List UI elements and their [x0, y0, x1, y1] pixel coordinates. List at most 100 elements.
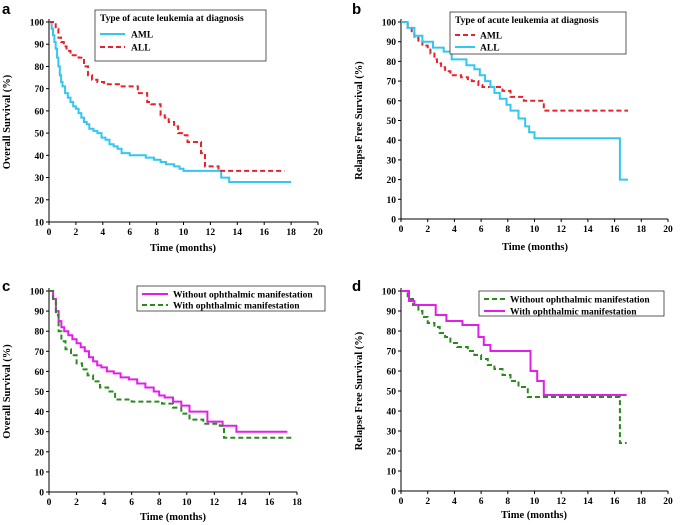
panel-letter: b	[352, 1, 361, 18]
x-tick-label: 16	[610, 497, 620, 507]
x-tick-label: 0	[47, 498, 52, 508]
y-tick-label: 60	[387, 368, 397, 378]
x-tick-label: 2	[74, 498, 79, 508]
x-axis-label: Time (months)	[140, 512, 207, 523]
legend-box	[94, 9, 267, 62]
x-tick-label: 6	[129, 498, 134, 508]
x-tick-label: 4	[452, 225, 457, 235]
x-tick-label: 4	[102, 498, 107, 508]
legend: Type of acute leukemia at diagnosis AML AL…	[94, 9, 267, 62]
y-tick-label: 80	[35, 328, 45, 338]
series-line-with-ophthalmic-manifestation	[401, 290, 627, 396]
y-tick-label: 10	[35, 468, 45, 478]
panel-d: d 0 2 4 6 8 10 12 14 16 18 20 0 10 20 30 40 50 60 70 80 90 100…	[352, 278, 673, 521]
x-tick-label: 18	[292, 498, 302, 508]
legend-title: Type of acute leukemia at diagnosis	[455, 16, 599, 26]
y-tick-label: 10	[387, 196, 397, 206]
x-tick-label: 20	[663, 225, 673, 235]
y-tick-label: 0	[39, 489, 44, 499]
y-tick-label: 30	[35, 174, 45, 184]
x-tick-label: 4	[452, 497, 457, 507]
x-tick-label: 14	[237, 498, 247, 508]
x-tick-label: 0	[399, 497, 404, 507]
y-tick-label: 100	[30, 288, 45, 298]
legend-box	[136, 285, 326, 312]
y-tick-label: 70	[35, 348, 45, 358]
y-tick-label: 80	[387, 328, 397, 338]
x-tick-label: 6	[479, 225, 484, 235]
y-tick-label: 0	[391, 216, 396, 226]
x-axis-label: Time (months)	[501, 510, 568, 521]
legend: Type of acute leukemia at diagnosis AML AL…	[449, 11, 627, 55]
x-tick-label: 12	[206, 228, 216, 238]
x-tick-label: 8	[157, 498, 162, 508]
x-tick-label: 8	[505, 225, 510, 235]
x-tick-label: 0	[399, 225, 404, 235]
y-axis-label: Overall Survival (%)	[2, 344, 13, 439]
y-tick-label: 100	[382, 19, 397, 29]
y-tick-label: 50	[387, 388, 397, 398]
series-line-with-ophthalmic-manifestation	[49, 290, 295, 439]
x-tick-label: 10	[530, 225, 540, 235]
y-tick-label: 100	[30, 19, 45, 29]
x-tick-label: 14	[583, 225, 593, 235]
y-tick-label: 20	[35, 448, 45, 458]
panel-b: b 0 2 4 6 8 10 12 14 16 18 20 0 10 20 30 40 50 60 70 80 90 100…	[352, 1, 673, 253]
x-tick-label: 14	[583, 497, 593, 507]
y-tick-label: 90	[35, 308, 45, 318]
x-tick-label: 20	[663, 497, 673, 507]
legend-entry: AML	[131, 31, 153, 41]
x-tick-label: 6	[479, 497, 484, 507]
series-line-without-ophthalmic-manifestation	[49, 290, 288, 433]
series-line-aml	[401, 21, 628, 112]
y-tick-label: 70	[387, 78, 397, 88]
y-axis-label: Relapse Free Survival (%)	[354, 61, 365, 180]
legend-box	[478, 290, 665, 317]
panel-letter: a	[2, 1, 11, 18]
x-tick-label: 10	[179, 228, 189, 238]
x-tick-label: 2	[425, 225, 430, 235]
series-line-all	[401, 21, 628, 181]
x-tick-label: 12	[210, 498, 220, 508]
y-tick-label: 50	[387, 117, 397, 127]
y-tick-label: 60	[35, 368, 45, 378]
y-tick-label: 70	[387, 348, 397, 358]
y-tick-label: 100	[382, 288, 397, 298]
y-tick-label: 50	[35, 388, 45, 398]
y-tick-label: 90	[35, 41, 45, 51]
y-tick-label: 50	[35, 130, 45, 140]
panel-letter: d	[352, 278, 361, 295]
y-tick-label: 10	[35, 219, 45, 229]
legend-entry: Without ophthalmic manifestation	[510, 296, 650, 306]
y-tick-label: 30	[387, 156, 397, 166]
x-axis-label: Time (months)	[150, 243, 217, 254]
y-tick-label: 0	[391, 488, 396, 498]
legend-entry: ALL	[480, 44, 500, 54]
y-tick-label: 30	[35, 428, 45, 438]
x-tick-label: 12	[556, 497, 566, 507]
y-tick-label: 30	[387, 428, 397, 438]
x-tick-label: 16	[265, 498, 275, 508]
x-tick-label: 16	[610, 225, 620, 235]
x-tick-label: 12	[556, 225, 566, 235]
x-axis-label: Time (months)	[502, 242, 569, 253]
y-tick-label: 40	[387, 137, 397, 147]
panel-c: c 0 2 4 6 8 10 12 14 16 18 0 10 20 30 40 50 60 70 80 90 100 Ti…	[2, 278, 326, 523]
legend-entry: With ophthalmic manifestation	[510, 308, 637, 318]
y-tick-label: 20	[35, 196, 45, 206]
y-axis-label: Relapse Free Survival (%)	[354, 331, 365, 450]
x-tick-label: 10	[182, 498, 192, 508]
x-tick-label: 16	[259, 228, 269, 238]
y-tick-label: 60	[35, 107, 45, 117]
x-tick-label: 2	[425, 497, 430, 507]
legend-entry: Without ophthalmic manifestation	[173, 291, 313, 301]
x-tick-label: 18	[637, 497, 647, 507]
y-tick-label: 80	[35, 63, 45, 73]
panel-letter: c	[2, 278, 10, 295]
y-tick-label: 10	[387, 468, 397, 478]
x-tick-label: 8	[505, 497, 510, 507]
y-tick-label: 20	[387, 448, 397, 458]
y-tick-label: 40	[387, 408, 397, 418]
